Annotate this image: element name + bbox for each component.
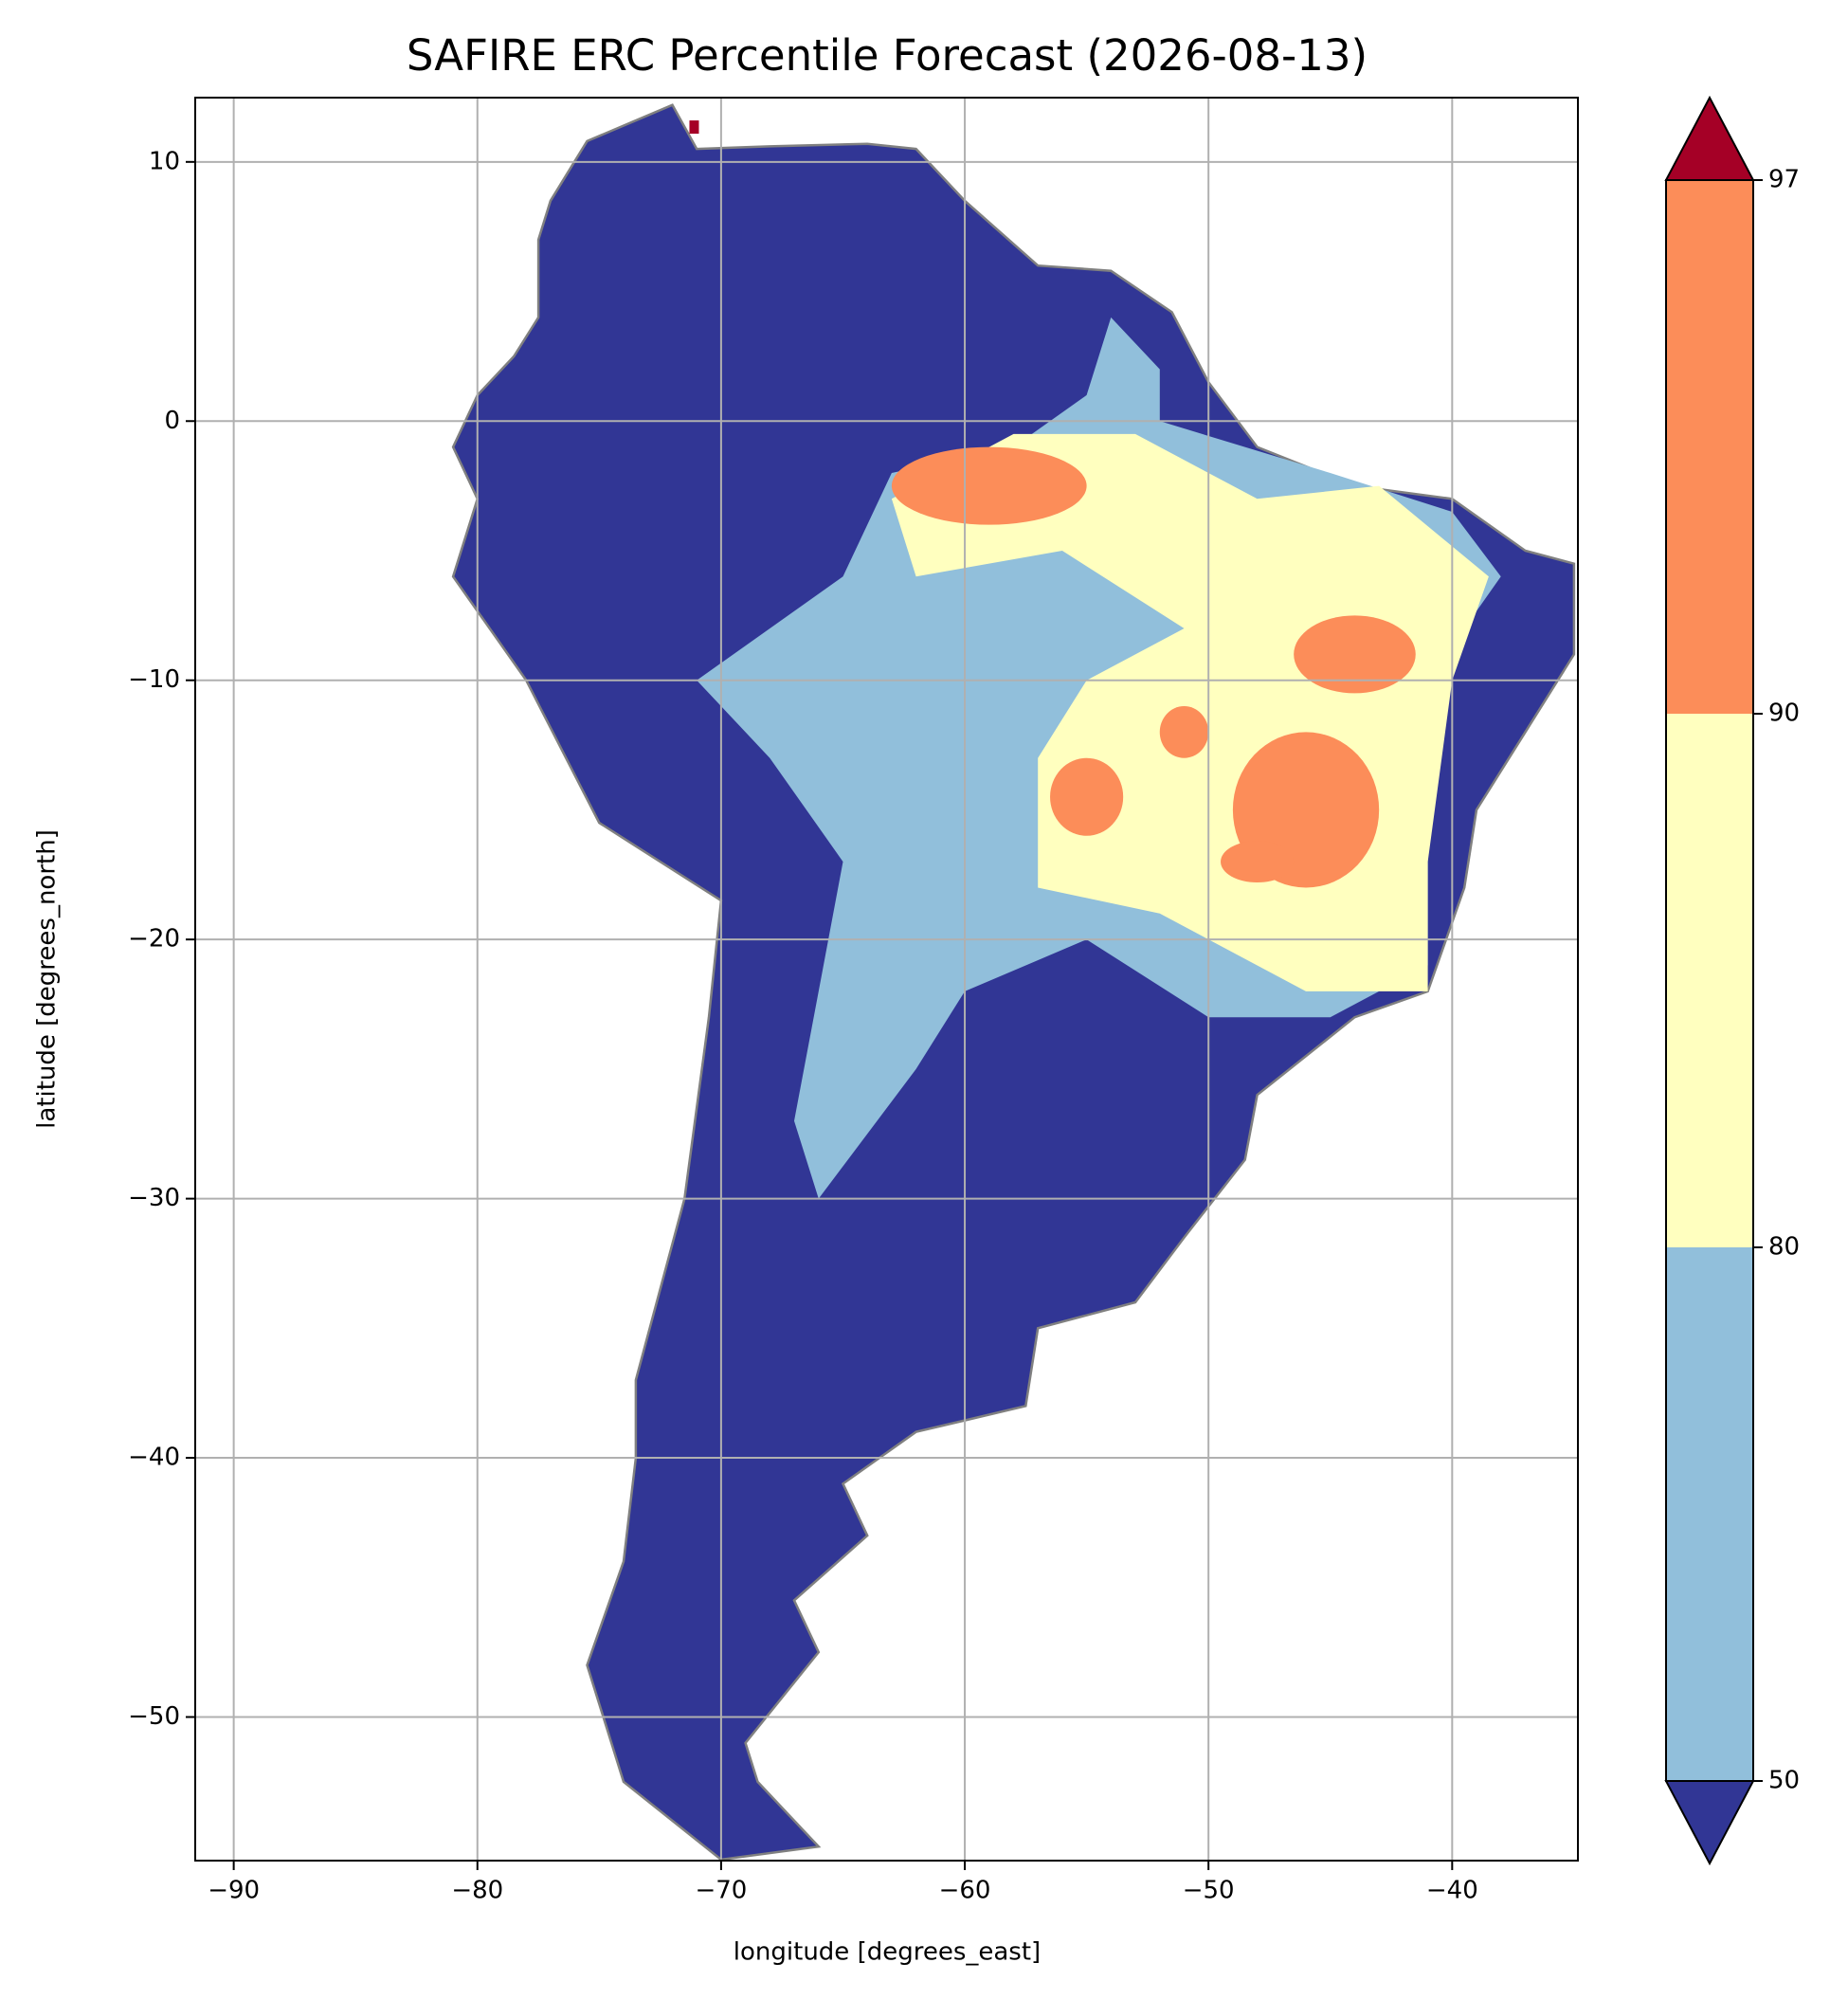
chart-title: SAFIRE ERC Percentile Forecast (2026-08-… bbox=[407, 30, 1368, 81]
ticks: −90 −80 −70 −60 −50 −40 −50 −40 −30 −20 −10 0 10 bbox=[128, 147, 1478, 1904]
map-layer bbox=[451, 103, 1576, 1862]
colorbar-tick-label: 80 bbox=[1768, 1233, 1800, 1262]
x-tick-label: −60 bbox=[939, 1877, 991, 1905]
y-tick-label: −20 bbox=[128, 925, 180, 954]
region-97 bbox=[1050, 757, 1124, 836]
colorbar-tick-label: 90 bbox=[1768, 700, 1800, 728]
y-axis-label: latitude [degrees_north] bbox=[33, 829, 62, 1129]
colorbar-frame bbox=[1665, 179, 1754, 1782]
colorbar-segment bbox=[1666, 1247, 1753, 1781]
y-tick-label: 0 bbox=[164, 407, 180, 435]
colorbar-tick-label: 97 bbox=[1768, 166, 1800, 194]
x-tick-label: −80 bbox=[451, 1877, 503, 1905]
region-97 bbox=[891, 446, 1087, 525]
grid bbox=[195, 98, 1578, 1861]
y-tick-label: −50 bbox=[128, 1702, 180, 1731]
y-tick-label: −40 bbox=[128, 1444, 180, 1472]
y-tick-label: 10 bbox=[149, 147, 180, 175]
x-tick-label: −50 bbox=[1183, 1877, 1235, 1905]
region-97 bbox=[1159, 706, 1209, 758]
x-tick-label: −40 bbox=[1426, 1877, 1478, 1905]
colorbar-segment bbox=[1666, 180, 1753, 714]
y-tick-label: −10 bbox=[128, 665, 180, 694]
region-over bbox=[689, 120, 699, 135]
colorbar: 50 80 90 97 bbox=[1664, 95, 1800, 1866]
x-axis-label: longitude [degrees_east] bbox=[734, 1938, 1041, 1967]
x-tick-label: −90 bbox=[208, 1877, 260, 1905]
axes-frame bbox=[194, 97, 1579, 1862]
colorbar-segment bbox=[1666, 714, 1753, 1247]
colorbar-tick-label: 50 bbox=[1768, 1767, 1800, 1795]
region-97 bbox=[1294, 615, 1416, 694]
region-97 bbox=[1221, 841, 1295, 883]
x-tick-label: −70 bbox=[695, 1877, 747, 1905]
y-tick-label: −30 bbox=[128, 1184, 180, 1212]
